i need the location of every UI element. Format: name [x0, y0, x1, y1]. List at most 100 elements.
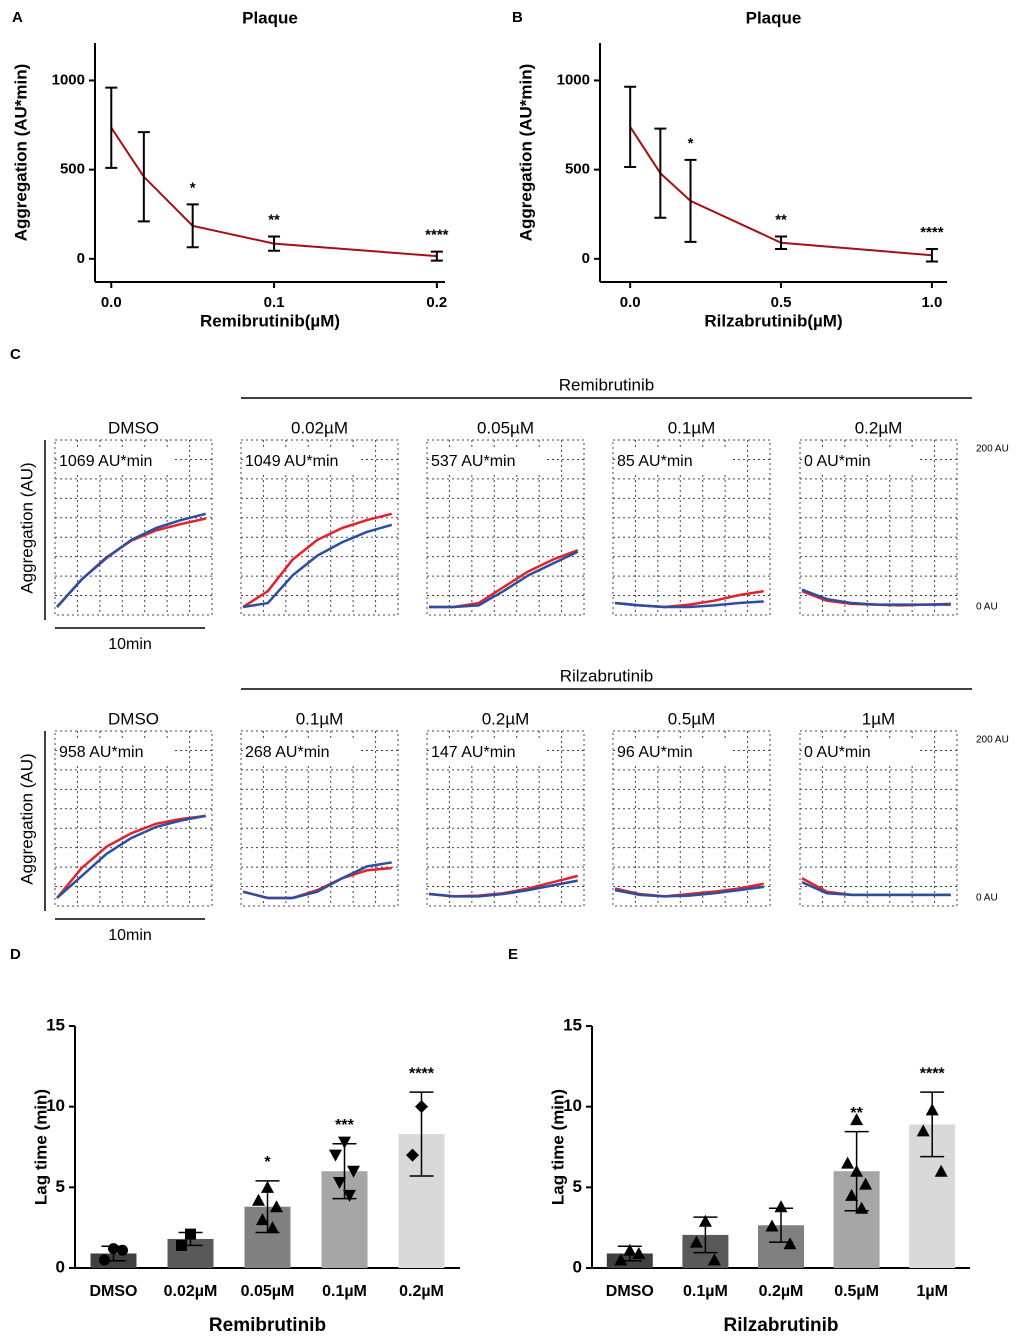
y-tick-label: 0 — [77, 250, 85, 267]
data-point — [707, 1253, 721, 1266]
trace — [429, 550, 579, 609]
time-scale-label: 10min — [108, 927, 152, 944]
trace-frame — [799, 730, 958, 907]
x-tick-label: 0.02µM — [164, 1283, 218, 1300]
auc-bg — [243, 450, 361, 472]
group-label: Rilzabrutinib — [560, 666, 654, 685]
auc-bg — [243, 741, 361, 763]
condition-label: 0.02µM — [291, 418, 348, 437]
y-tick-label: 200 AU — [976, 444, 1009, 455]
error-bar — [654, 127, 667, 219]
data-point — [338, 1136, 351, 1149]
data-point — [333, 1176, 346, 1189]
x-tick-label: 0.1 — [264, 294, 285, 311]
trace — [428, 879, 578, 898]
significance: * — [190, 179, 196, 196]
y-tick-label: 0 AU — [976, 602, 998, 613]
y-axis-label: Aggregation (AU) — [17, 753, 36, 884]
trace — [56, 512, 207, 608]
trace — [242, 866, 392, 900]
y-axis-label: Aggregation (AU) — [17, 462, 36, 593]
significance: * — [688, 135, 694, 152]
x-tick-label: 1µM — [916, 1283, 947, 1300]
panel-letter: C — [10, 346, 21, 363]
y-tick-label: 1000 — [557, 71, 590, 88]
error-bar — [137, 131, 150, 223]
auc-label: 1069 AU*min — [59, 453, 152, 470]
trace-frame — [54, 730, 213, 907]
y-tick-label: 5 — [573, 1177, 582, 1196]
data-point — [841, 1156, 855, 1169]
data-point — [698, 1214, 712, 1227]
data-point — [176, 1239, 187, 1251]
data-point — [916, 1124, 930, 1137]
x-tick-label: DMSO — [606, 1283, 654, 1300]
significance: **** — [409, 1065, 435, 1082]
error-bar — [775, 235, 788, 251]
x-tick-label: 0.0 — [101, 294, 122, 311]
y-tick-label: 500 — [60, 161, 85, 178]
error-bar — [624, 85, 637, 168]
data-point — [859, 1177, 873, 1190]
y-axis-label: Aggregation (AU*min) — [516, 64, 535, 242]
trace-frame — [426, 439, 585, 616]
data-point — [689, 1235, 703, 1248]
data-point — [855, 1201, 869, 1214]
auc-bg — [429, 450, 547, 472]
auc-label: 537 AU*min — [431, 453, 516, 470]
data-point — [774, 1200, 788, 1213]
y-tick-label: 200 AU — [976, 735, 1009, 746]
auc-bg — [802, 450, 920, 472]
significance: **** — [425, 227, 449, 244]
trace — [614, 885, 764, 898]
data-point — [347, 1165, 360, 1178]
x-tick-label: 0.5 — [771, 294, 792, 311]
error-bar — [268, 235, 281, 252]
condition-label: 0.2µM — [482, 709, 530, 728]
data-point — [117, 1244, 128, 1256]
error-bar — [920, 1091, 945, 1158]
x-tick-label: 0.2µM — [399, 1283, 444, 1300]
x-tick-label: 0.2 — [426, 294, 447, 311]
auc-bg — [429, 741, 547, 763]
trace-frame — [612, 439, 771, 616]
significance: **** — [920, 224, 944, 241]
data-point — [329, 1149, 342, 1162]
auc-label: 96 AU*min — [617, 744, 693, 761]
significance: ** — [850, 1105, 863, 1122]
panel-letter: D — [10, 946, 21, 963]
panel-letter: B — [512, 9, 523, 26]
significance: ** — [268, 211, 280, 228]
trace — [801, 881, 951, 897]
trace-frame — [240, 730, 399, 907]
auc-label: 958 AU*min — [59, 744, 144, 761]
x-tick-label: 0.2µM — [759, 1283, 804, 1300]
auc-label: 268 AU*min — [245, 744, 330, 761]
trace — [56, 517, 207, 608]
data-point — [185, 1228, 196, 1240]
data-point — [343, 1189, 356, 1202]
trace-frame — [54, 439, 213, 616]
trace — [429, 548, 579, 609]
y-tick-label: 10 — [46, 1096, 65, 1115]
trace — [56, 814, 206, 899]
significance: ** — [775, 211, 787, 228]
condition-label: DMSO — [108, 418, 159, 437]
data-point — [266, 1221, 279, 1234]
trace-frame — [240, 439, 399, 616]
trace — [56, 814, 206, 899]
x-axis-label: Remibrutinib(µM) — [200, 311, 340, 330]
y-axis-label: Lag time (min) — [31, 1089, 50, 1205]
significance: *** — [335, 1117, 354, 1134]
x-tick-label: 0.1µM — [322, 1283, 367, 1300]
x-tick-label: 0.5µM — [834, 1283, 879, 1300]
chart-title: Plaque — [746, 8, 802, 27]
y-tick-label: 0 AU — [976, 893, 998, 904]
auc-label: 0 AU*min — [804, 744, 871, 761]
auc-bg — [615, 450, 733, 472]
condition-label: 0.05µM — [477, 418, 534, 437]
y-tick-label: 500 — [565, 161, 590, 178]
trace — [242, 523, 393, 609]
data-point — [850, 1164, 864, 1177]
